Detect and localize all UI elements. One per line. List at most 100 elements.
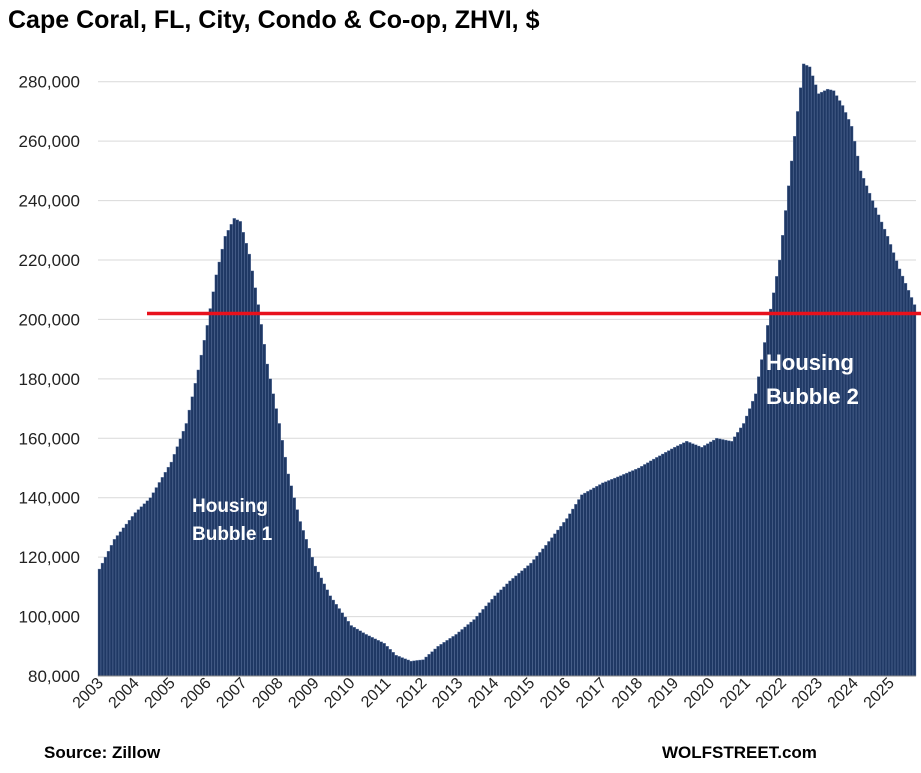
bar [736,432,740,677]
bar [634,469,638,677]
bar [403,658,407,677]
y-tick-label: 260,000 [19,132,80,151]
bar [592,487,596,677]
bar [595,486,599,677]
bar [583,492,587,677]
bar [682,442,686,677]
bar [352,627,356,677]
bar [421,659,425,677]
bar [891,252,896,677]
bar [676,445,680,677]
bar [214,274,219,677]
bar [499,589,503,677]
bar [550,537,554,677]
bar [628,471,632,677]
bar [490,598,494,677]
bar [469,621,473,677]
bar [514,575,518,677]
bar [484,605,488,677]
bar [538,552,542,677]
bar [307,548,311,677]
bar [334,604,338,677]
bar [442,642,446,677]
bar [679,444,683,677]
y-tick-label: 240,000 [19,192,80,211]
x-tick-label: 2005 [142,675,179,712]
bar [553,533,557,677]
bar [427,654,431,677]
bar [879,221,884,677]
x-tick-label: 2024 [825,675,862,712]
annotation-bubble-1-line-2: Bubble 1 [192,524,273,545]
annotation-bubble-2-line-1: Housing [766,350,854,375]
bar [160,477,165,677]
bar [325,589,329,677]
bar [825,88,830,677]
bar [337,608,341,677]
bar [481,609,485,677]
bar [310,556,314,677]
annotation-bubble-2-line-2: Bubble 2 [766,384,859,409]
bar [658,455,662,677]
bar [739,427,743,677]
bar [607,480,611,677]
bar [241,232,245,677]
bar [451,636,455,677]
bar [694,444,698,677]
bar [313,565,317,677]
x-tick-label: 2014 [465,675,502,712]
bar [640,466,644,677]
bar [463,626,467,677]
bar [574,504,578,677]
bar [637,467,641,677]
bar [385,646,389,677]
bar [457,631,461,677]
bar [439,644,443,677]
bar [571,508,575,677]
bar [373,638,377,677]
bar [906,290,911,677]
bar [235,219,240,677]
bar [364,634,368,677]
bar [508,580,512,677]
bar [535,555,539,677]
bar [379,641,383,677]
y-tick-label: 140,000 [19,489,80,508]
bar [754,393,758,677]
bar [780,235,785,677]
bar [520,570,524,677]
bar [556,529,560,677]
bar [766,325,770,677]
bar [888,244,893,677]
bar [505,583,509,677]
bar [864,185,869,677]
bar [466,624,470,677]
bar [97,568,102,677]
bar [909,297,914,677]
bar [873,207,878,677]
chart-title: Cape Coral, FL, City, Condo & Co-op, ZHV… [8,6,540,34]
x-tick-label: 2022 [753,675,790,712]
bar [786,185,791,677]
y-tick-label: 280,000 [19,73,80,92]
bar [559,525,563,677]
bar [448,638,452,677]
bar [493,595,497,677]
source-note: Source: Zillow [44,743,161,762]
bar [613,477,617,677]
bar [238,221,242,677]
bar [394,655,398,677]
x-tick-label: 2023 [789,675,826,712]
bar [882,228,887,677]
bar [900,275,905,677]
bar [867,192,872,677]
bar [115,535,120,677]
bar [643,464,647,677]
bar [697,445,701,677]
bar [304,539,308,677]
bar [454,634,458,677]
bar [760,359,764,677]
bar [649,460,653,677]
bar [742,423,746,677]
bar [529,562,533,677]
